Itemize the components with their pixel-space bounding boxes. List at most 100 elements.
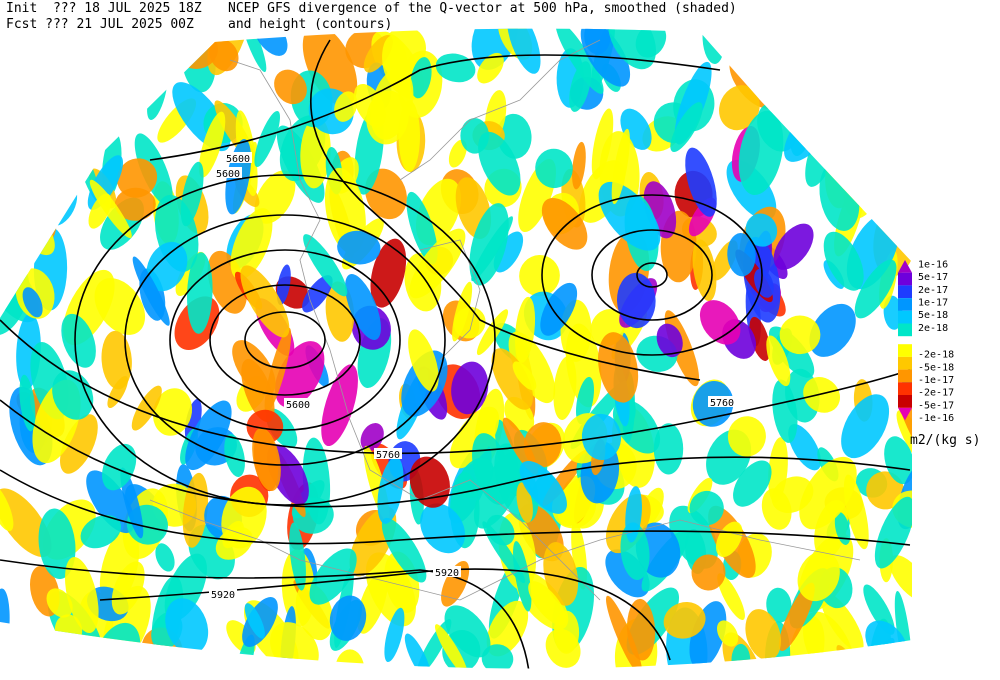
coastline [229,59,601,601]
colorbar-label: -2e-18 [918,350,954,361]
shading-blob [329,595,367,641]
shading-blob [572,141,586,190]
shading-blob [716,620,739,647]
contour-label: 5760 [710,398,734,409]
colorbar-box [898,382,912,395]
contour [124,214,446,466]
shading-blob [543,542,579,606]
shading-blob [896,410,912,470]
shading-blob [625,486,642,543]
shading-blob [254,110,281,168]
shading-blob [146,241,188,292]
shading-blob [155,543,175,572]
contour-label: 5600 [226,154,250,165]
shading-blob [370,238,407,308]
colorbar-label: 1e-16 [918,259,948,270]
shading-blob [88,193,112,229]
shading-blob [766,335,791,387]
shading-blob [303,234,348,297]
shading-blob [132,256,170,326]
contour [0,469,911,546]
shading-blob [555,28,604,94]
shading-blob [152,388,193,436]
shading-blob [22,287,43,318]
colorbar-label: 5e-18 [918,310,948,321]
colorbar-box [898,356,912,370]
colorbar-unit: m2/(kg s) [910,433,980,448]
shading-blob [528,581,567,626]
shading-blob [80,514,122,549]
shading-blob [608,28,656,70]
shading-blob [749,316,771,361]
shading-blob [502,417,539,475]
contour-label: 5600 [216,169,240,180]
shading-blob [761,488,792,530]
shading-blob [766,587,792,623]
shading-blob [745,213,778,247]
shading-blob [727,416,766,457]
shading-blob [61,313,96,368]
contour-label: 5600 [286,400,310,411]
shading-blob [493,231,524,273]
contour-labels: 5600 5600 5600 5760 5760 5920 5920 [209,152,736,601]
shading-blob [513,541,532,612]
shading-blob [797,551,840,602]
shading-blob [89,179,132,239]
shading-blob [60,414,98,474]
shading-blob [685,147,717,217]
shading-blob [471,216,513,282]
shading-blob [165,598,209,654]
shading-blob [409,456,450,508]
shading-blob [491,348,534,410]
shading-blob [209,38,239,72]
shading-blob [360,423,384,452]
shading-blob [514,296,536,363]
colorbar-box [898,369,912,383]
shading-blob [381,517,427,583]
shading-blob [335,649,365,669]
contour [0,319,911,455]
shading-blob [540,282,578,336]
shading-blob [519,460,567,514]
shading-blob [448,139,467,168]
shading-blob [823,231,864,291]
shading-blob [486,600,529,657]
shading-blob [289,522,306,591]
shading-blob [820,592,864,653]
contour-label: 5760 [376,450,400,461]
shading-blob [198,111,226,178]
shading-blob [230,208,273,280]
shading-blob [778,582,815,652]
shading-blob [803,377,841,413]
shading-blob [788,424,821,471]
shading-blob [244,603,265,639]
colorbar-label: 2e-18 [918,323,948,334]
shading-blob [481,644,514,669]
shading-blob [221,486,267,549]
shading-blob [799,456,857,530]
init-label: Init ??? 18 JUL 2025 18Z [6,1,202,16]
shading-blob [451,361,489,415]
contour [0,559,531,669]
shading-blob [409,228,466,299]
colorbar-cap [898,407,912,421]
shading-blob [691,554,726,591]
colorbar-label: -1e-17 [918,375,954,386]
title-line: and height (contours) [228,17,392,32]
colorbar-box [898,344,912,357]
shading-blob [478,131,521,196]
contour [169,249,401,431]
colorbar-label: 1e-17 [918,297,948,308]
shading-blob [408,329,439,392]
shading-blob [94,278,146,335]
shading-blob [699,300,741,345]
shading-blob [232,340,276,395]
contour-label-bg [284,398,312,409]
coastline [419,239,481,361]
shading-blob [884,436,912,485]
shading-blob [384,607,405,663]
shading-blob [120,467,144,539]
colorbar-label: -2e-17 [918,388,954,399]
